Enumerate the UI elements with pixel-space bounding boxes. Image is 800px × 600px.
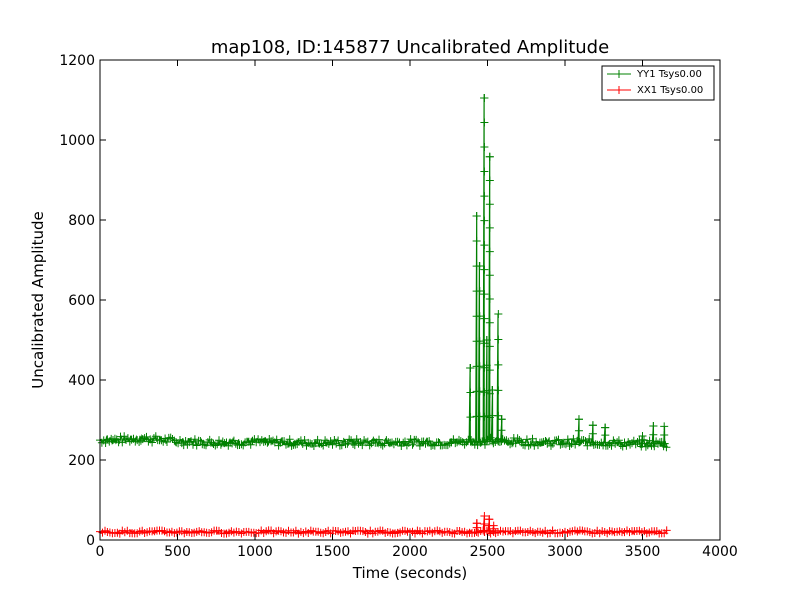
spike-marker — [485, 295, 494, 303]
spike-marker — [480, 314, 489, 323]
spike-marker — [466, 413, 475, 422]
y-tick-label: 600 — [68, 293, 95, 309]
spike-marker — [480, 520, 489, 528]
spike-marker — [497, 426, 506, 435]
spike-marker — [482, 361, 491, 370]
spike-marker — [480, 192, 489, 201]
spike-marker — [574, 426, 583, 435]
chart-title: map108, ID:145877 Uncalibrated Amplitude — [211, 37, 609, 58]
spike-marker — [480, 512, 489, 520]
spike-marker — [494, 335, 503, 344]
spike-marker — [480, 143, 489, 152]
spike-marker — [475, 387, 484, 396]
spike-marker — [494, 310, 503, 318]
spike-marker — [588, 429, 597, 438]
spike-marker — [480, 118, 489, 127]
y-tick-label: 1200 — [59, 53, 95, 69]
legend-label-xx1: XX1 Tsys0.00 — [637, 85, 703, 96]
spike-marker — [485, 318, 494, 327]
spike-marker — [466, 388, 475, 397]
spike-marker — [480, 167, 489, 176]
y-axis-label: Uncalibrated Amplitude — [29, 211, 47, 388]
legend-box — [601, 65, 715, 101]
x-axis-label: Time (seconds) — [352, 564, 468, 582]
y-axis: 0 200 400 600 800 1000 1200 — [59, 53, 720, 549]
spike-marker — [601, 431, 610, 440]
spike-marker — [480, 290, 489, 299]
x-axis: 0 500 1000 1500 2000 2500 3000 3500 4000 — [96, 60, 738, 560]
spike-marker — [485, 247, 494, 256]
spike-marker — [485, 200, 494, 209]
y-tick-label: 1000 — [59, 133, 95, 149]
spike-marker — [472, 237, 481, 246]
spike-marker — [489, 521, 498, 530]
x-tick-label: 1500 — [315, 544, 351, 560]
x-tick-label: 500 — [164, 544, 191, 560]
spike-marker — [475, 312, 484, 321]
x-tick-label: 4000 — [702, 544, 738, 560]
spike-marker — [485, 366, 494, 375]
spike-marker — [638, 432, 647, 440]
spike-marker — [475, 362, 484, 371]
legend-marker-xx1 — [615, 86, 623, 94]
x-tick-label: 3000 — [547, 544, 583, 560]
spike-marker — [660, 422, 669, 431]
spike-marker — [660, 431, 669, 439]
x-tick-label: 1000 — [237, 544, 273, 560]
spike-marker — [485, 342, 494, 351]
spike-marker — [649, 430, 658, 439]
spike-marker — [485, 223, 494, 232]
spike-marker — [480, 241, 489, 250]
y-tick-label: 400 — [68, 373, 95, 389]
spike-marker — [475, 287, 484, 296]
x-tick-label: 2500 — [470, 544, 506, 560]
spike-marker — [485, 271, 494, 280]
spike-marker — [494, 360, 503, 369]
x-tick-label: 0 — [96, 544, 105, 560]
spike-marker — [480, 216, 489, 225]
x-tick-label: 2000 — [392, 544, 428, 560]
spike-marker — [475, 337, 484, 346]
legend-marker-yy1 — [615, 70, 623, 78]
legend-label-yy1: YY1 Tsys0.00 — [636, 69, 702, 80]
legend: YY1 Tsys0.00 XX1 Tsys0.00 — [601, 65, 715, 101]
y-tick-label: 200 — [68, 453, 95, 469]
x-tick-label: 3500 — [625, 544, 661, 560]
spike-marker — [485, 176, 494, 185]
spike-marker — [480, 265, 489, 274]
y-tick-label: 0 — [86, 533, 95, 549]
plot-area — [100, 60, 720, 540]
y-tick-label: 800 — [68, 213, 95, 229]
